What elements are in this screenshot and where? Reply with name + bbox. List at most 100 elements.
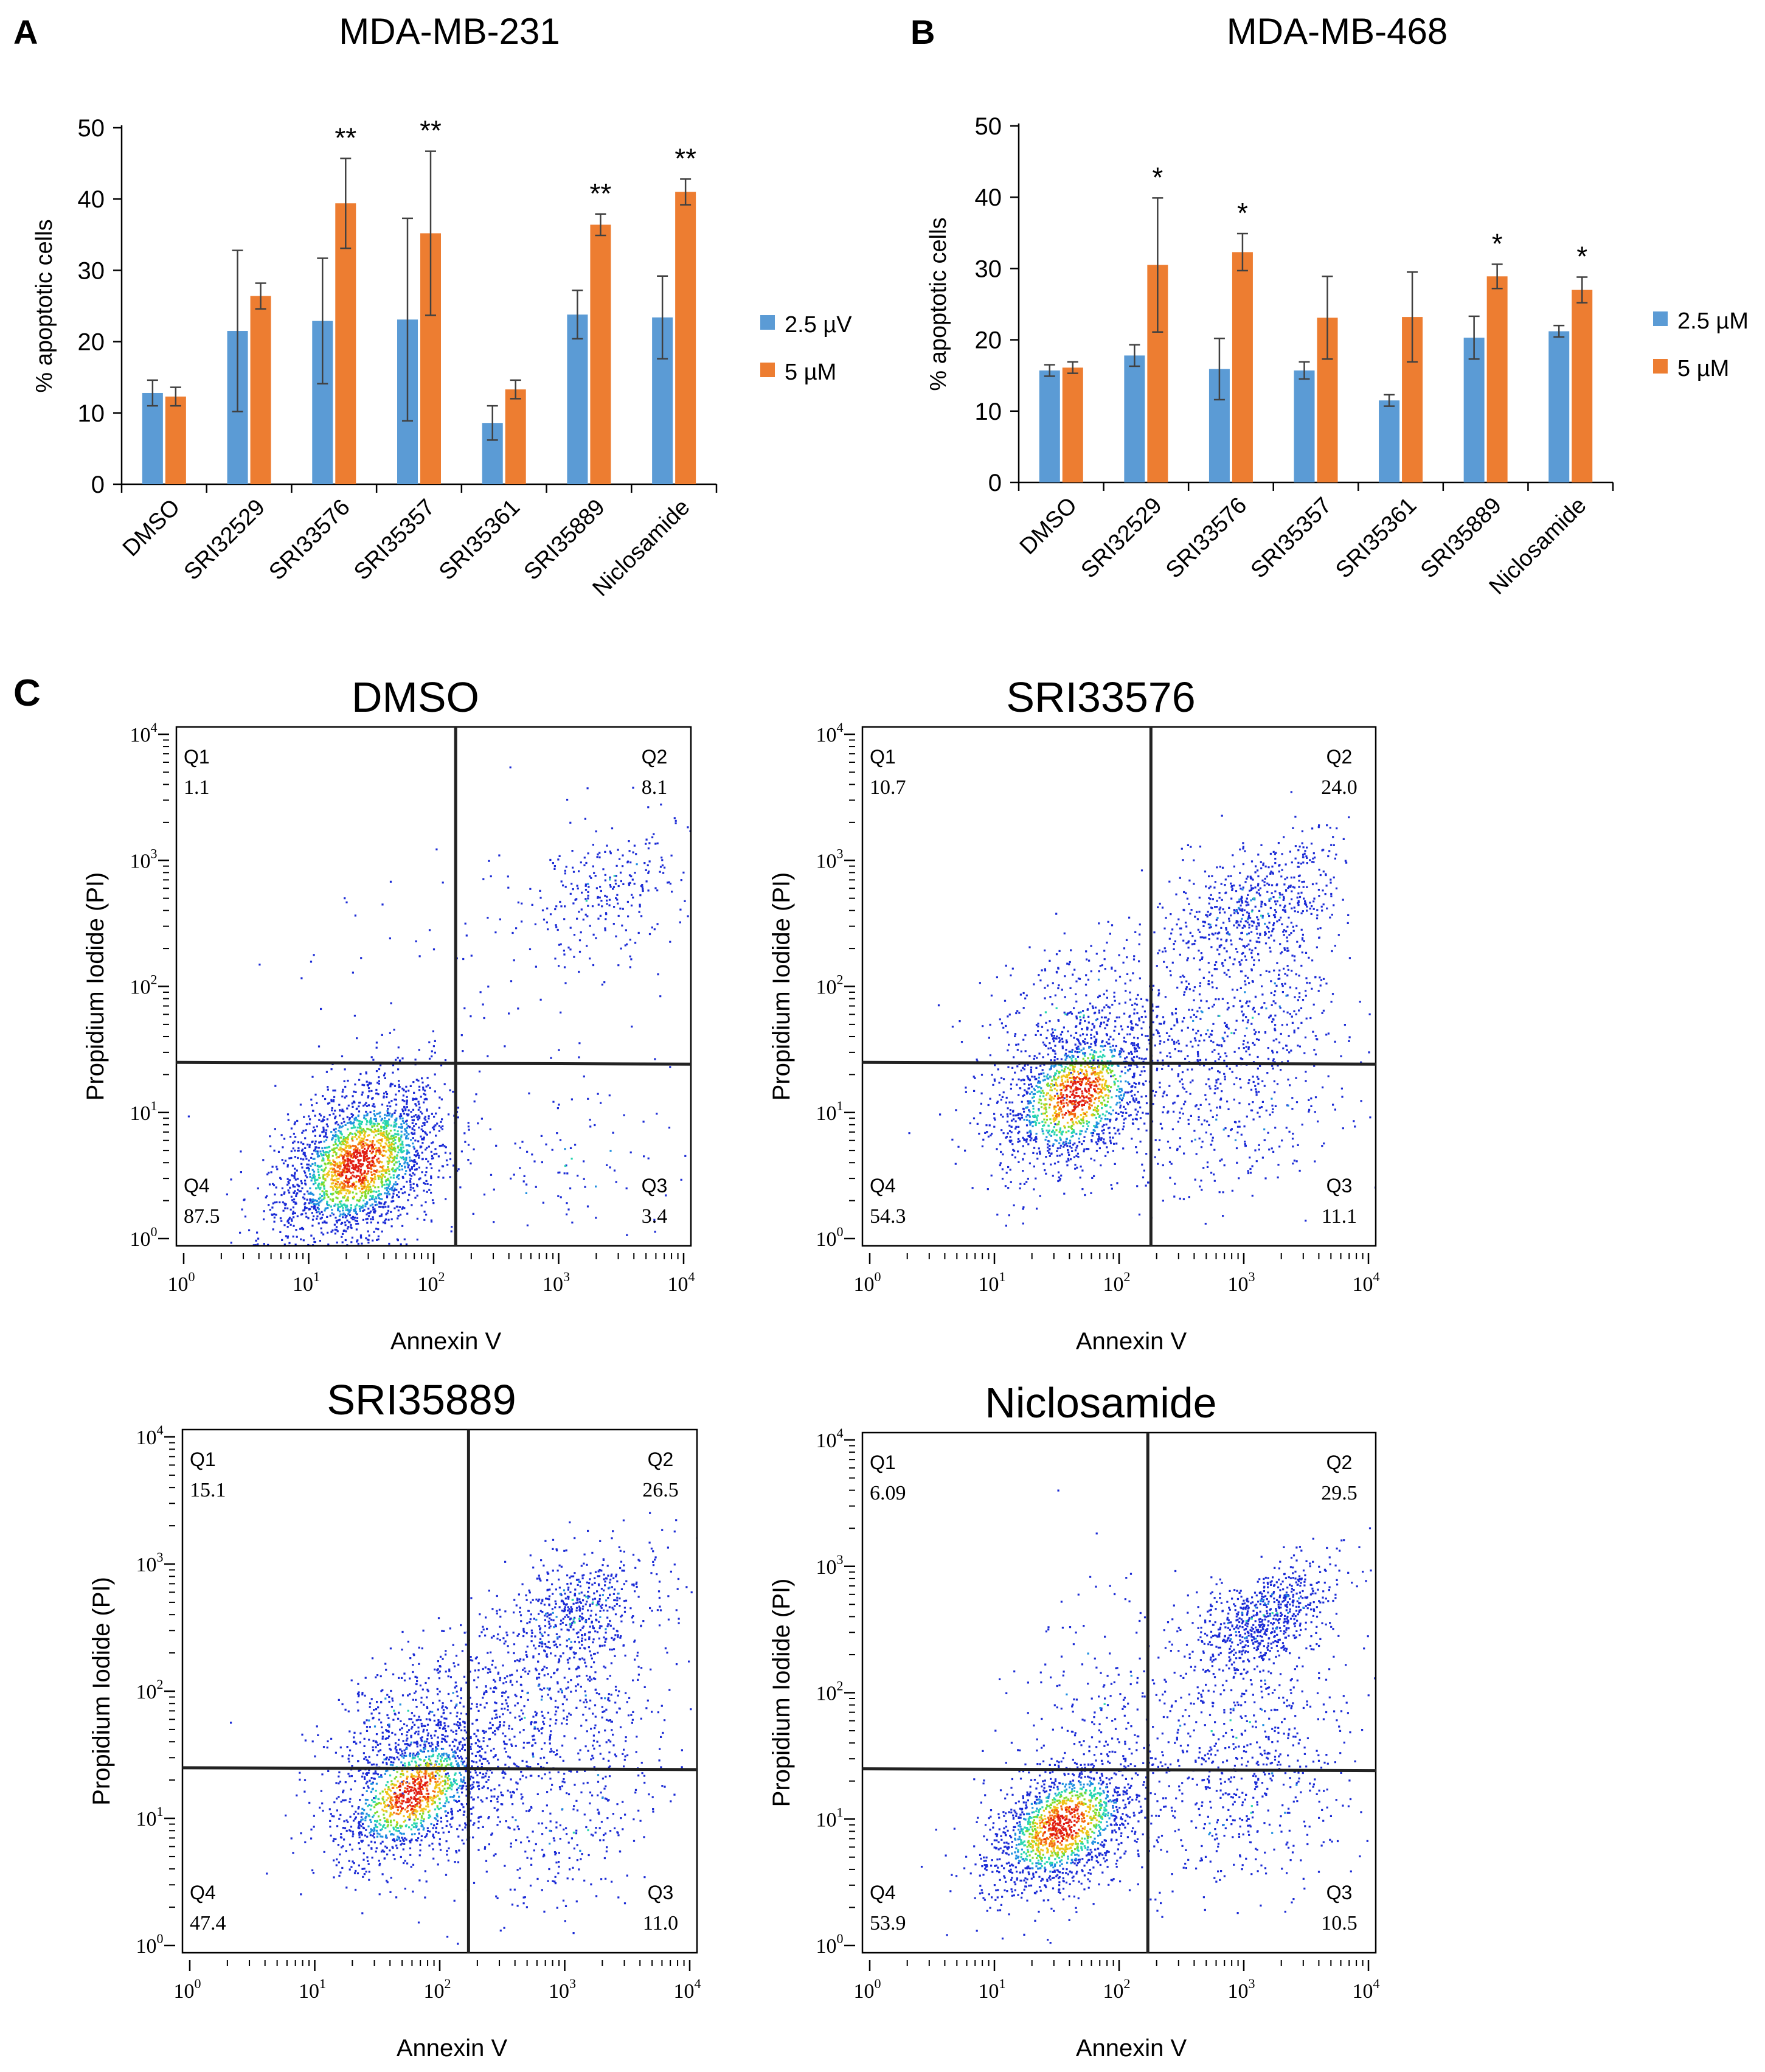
bar-low-dose — [1124, 355, 1145, 482]
scatter-points — [230, 1512, 697, 1945]
bar-chart-b: MDA-MB-468 % apoptotic cells 0 10 20 30 40 50 DM… — [926, 11, 1749, 600]
y-tick-label: 30 — [975, 256, 1002, 282]
x-tick-label: 102 — [1103, 1269, 1131, 1296]
plot-frame — [861, 726, 1377, 1247]
y-tick-label: 50 — [78, 115, 105, 142]
quadrant-value: 6.09 — [870, 1482, 906, 1504]
x-tick-label: 100 — [854, 1976, 881, 2003]
y-axis-label: % apoptotic cells — [926, 217, 951, 391]
x-tick-label: 103 — [1228, 1269, 1255, 1296]
legend-label: 5 µM — [1677, 356, 1729, 381]
density-dots — [1028, 1797, 1098, 1857]
x-tick-label: 100 — [854, 1269, 881, 1296]
tick-exponent: 3 — [157, 1549, 164, 1565]
tick-exponent: 2 — [1124, 1976, 1131, 1991]
x-tick-label: DMSO — [118, 495, 185, 561]
density-dots — [338, 1142, 381, 1186]
quadrant-name: Q2 — [1326, 1451, 1353, 1473]
tick-exponent: 4 — [837, 720, 844, 735]
tick-exponent: 2 — [1124, 1269, 1131, 1284]
tick-exponent: 4 — [1373, 1269, 1380, 1284]
bar-high-dose — [505, 389, 526, 484]
panel-label-b: B — [910, 13, 935, 51]
tick-exponent: 4 — [837, 1425, 844, 1441]
x-tick-label: SRI33576 — [264, 495, 355, 585]
quadrant-name: Q2 — [642, 746, 668, 768]
density-dots — [380, 1762, 449, 1823]
bar-high-dose — [1486, 276, 1508, 482]
significance-marker: ** — [335, 122, 356, 153]
quadrant-name: Q4 — [870, 1175, 896, 1197]
bar-low-dose — [1039, 370, 1060, 482]
bar-high-dose — [250, 296, 271, 484]
scatter-points — [908, 791, 1376, 1227]
y-axis-label: Propidium Iodide (PI) — [768, 872, 795, 1101]
x-tick-label: SRI35889 — [1416, 493, 1507, 583]
density-dots — [319, 1123, 402, 1203]
tick-exponent: 3 — [151, 846, 158, 861]
tick-exponent: 0 — [189, 1269, 195, 1284]
bar-high-dose — [590, 224, 611, 484]
x-tick-label: SRI32529 — [1077, 493, 1167, 583]
x-tick-label: DMSO — [1015, 493, 1082, 560]
quadrant-value: 47.4 — [190, 1912, 226, 1935]
x-tick-label: SRI35357 — [1246, 493, 1337, 583]
tick-exponent: 0 — [837, 1224, 844, 1239]
scatter-points — [920, 1489, 1376, 1944]
tick-exponent: 1 — [313, 1269, 320, 1284]
tick-exponent: 1 — [319, 1976, 326, 1991]
plot-frame — [175, 726, 692, 1247]
chart-title: MDA-MB-231 — [339, 11, 560, 52]
bar-high-dose — [1232, 252, 1253, 482]
tick-exponent: 1 — [999, 1976, 1006, 1991]
tick-exponent: 3 — [1249, 1976, 1255, 1991]
tick-exponent: 0 — [195, 1976, 201, 1991]
quadrant-name: Q1 — [870, 746, 896, 768]
y-axis-label: Propidium Iodide (PI) — [82, 872, 109, 1101]
tick-exponent: 2 — [837, 972, 844, 987]
x-tick-label: SRI35361 — [434, 495, 525, 585]
y-tick-label: 0 — [91, 471, 105, 498]
tick-exponent: 2 — [837, 1678, 844, 1694]
legend-label: 2.5 µM — [1677, 308, 1749, 334]
y-axis-label: Propidium Iodide (PI) — [88, 1577, 115, 1806]
y-tick-label: 102 — [816, 1678, 844, 1705]
quadrant-name: Q3 — [648, 1882, 674, 1903]
x-tick-label: 101 — [979, 1269, 1006, 1296]
tick-exponent: 1 — [999, 1269, 1006, 1284]
density-dots — [387, 1768, 439, 1815]
tick-exponent: 1 — [837, 1804, 844, 1820]
quadrant-value: 87.5 — [184, 1205, 220, 1228]
plot-title: SRI35889 — [327, 1376, 516, 1424]
legend-swatch — [1653, 359, 1668, 374]
x-tick-label: SRI35889 — [519, 495, 610, 585]
density-dots — [187, 766, 691, 1246]
y-tick-label: 101 — [130, 1098, 158, 1125]
significance-marker: ** — [674, 142, 696, 174]
y-tick-label: 104 — [130, 720, 158, 746]
y-tick-label: 100 — [816, 1931, 844, 1958]
tick-exponent: 3 — [837, 1552, 844, 1567]
y-tick-label: 102 — [816, 972, 844, 999]
tick-exponent: 3 — [563, 1269, 570, 1284]
legend-swatch — [760, 363, 775, 377]
plot-frame — [181, 1428, 698, 1954]
y-tick-label: 104 — [816, 1425, 844, 1452]
tick-exponent: 2 — [439, 1269, 445, 1284]
quadrant-value: 3.4 — [642, 1205, 668, 1228]
tick-exponent: 4 — [688, 1269, 695, 1284]
quadrant-name: Q4 — [870, 1882, 896, 1903]
density-dots — [1049, 1071, 1103, 1121]
tick-exponent: 1 — [837, 1098, 844, 1113]
significance-marker: * — [1492, 228, 1503, 259]
x-tick-label: SRI35361 — [1331, 493, 1421, 583]
x-tick-label: SRI33576 — [1161, 493, 1252, 583]
x-tick-label: 104 — [1353, 1976, 1380, 2003]
y-tick-label: 20 — [78, 329, 105, 356]
y-tick-label: 104 — [816, 720, 844, 746]
y-tick-label: 101 — [816, 1098, 844, 1125]
